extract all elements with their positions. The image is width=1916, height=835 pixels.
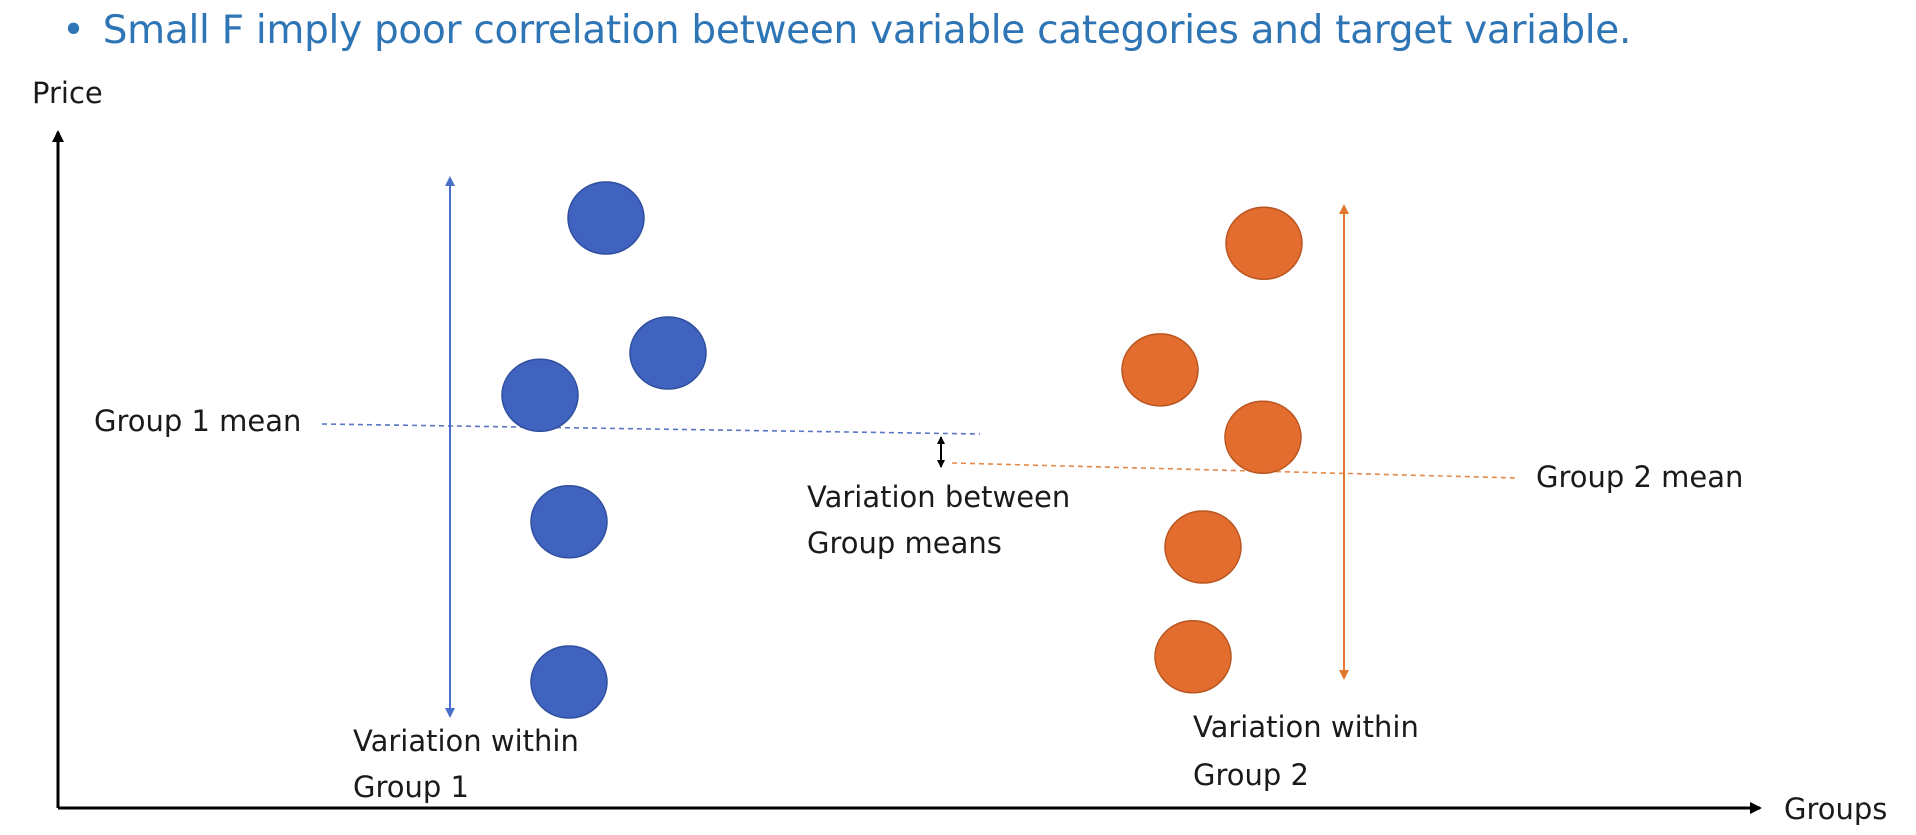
between-label-line2: Group means (807, 526, 1002, 560)
x-axis-label: Groups (1784, 792, 1888, 826)
within-group2-label-line2: Group 2 (1193, 758, 1309, 792)
within-group1-label-line2: Group 1 (353, 770, 469, 804)
y-axis-label: Price (32, 76, 103, 110)
group2-mean-line (951, 462, 1519, 479)
group2-point-3 (1224, 400, 1302, 475)
data-points (501, 181, 1303, 719)
group2-point-2 (1121, 333, 1199, 407)
bullet-heading: • Small F imply poor correlation between … (62, 8, 1631, 53)
group2-point-4 (1164, 510, 1242, 584)
group1-point-2 (629, 316, 707, 390)
between-label-line1: Variation between (807, 480, 1071, 514)
group1-point-4 (530, 484, 608, 559)
group1-mean-line (321, 423, 981, 435)
group1-point-1 (567, 181, 645, 255)
group1-point-5 (530, 645, 608, 719)
group2-mean-label: Group 2 mean (1536, 460, 1744, 494)
bullet-text: Small F imply poor correlation between v… (102, 8, 1632, 53)
within-group1-label-line1: Variation within (353, 724, 579, 758)
within-group2-label-line1: Variation within (1193, 710, 1419, 744)
group1-mean-label: Group 1 mean (94, 404, 302, 438)
bullet-dot: • (62, 8, 85, 53)
group2-point-5 (1154, 619, 1232, 694)
group1-point-3 (501, 358, 579, 432)
group2-point-1 (1225, 206, 1303, 281)
